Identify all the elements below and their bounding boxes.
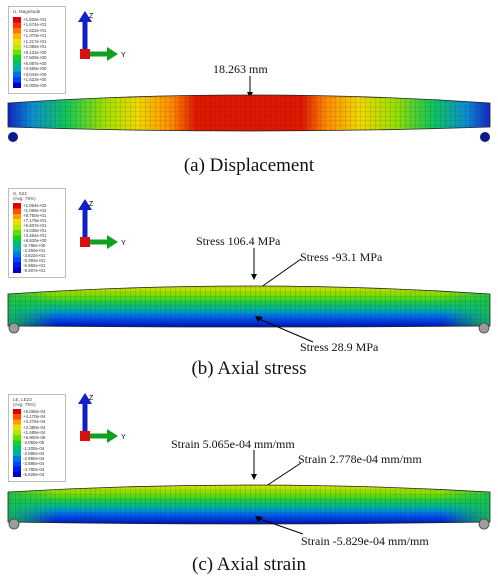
- legend-value: -6.965e+01: [23, 263, 46, 268]
- color-scale-bar: [13, 17, 21, 88]
- annotation-stress-bottom: Stress 28.9 MPa: [300, 340, 379, 354]
- legend-value: -5.829e-04: [23, 471, 45, 477]
- roller-support-icon: [480, 132, 490, 142]
- legend-value: +2.464e+01: [23, 233, 47, 238]
- legend-value: +6.087e+00: [23, 60, 47, 66]
- axis-z-label: Z: [89, 395, 94, 402]
- triad-axes-icon: Z Y: [78, 393, 126, 443]
- deformed-beam-stress: [7, 285, 491, 334]
- legend-value: -3.822e+01: [23, 253, 46, 258]
- legend-value: +8.930e+00: [23, 238, 47, 243]
- legend-stress: S, S22 (Avg: 75%) +1.064e+02 +1.066e+02 +8.…: [8, 188, 66, 278]
- axis-z-label: Z: [89, 13, 94, 20]
- color-scale-bar: [13, 409, 21, 477]
- legend-value: -5.393e+01: [23, 258, 46, 263]
- annotation-strain-bottom: Strain -5.829e-04 mm/mm: [301, 534, 429, 548]
- axis-y-label: Y: [121, 52, 126, 59]
- panel-displacement: U, Magnitude +1.826e+01 +1.674e+01 +1.522e…: [0, 0, 498, 190]
- legend-values: +1.064e+02 +1.066e+02 +8.750e+01 +7.179e+01…: [23, 203, 46, 273]
- caption-b: (b) Axial stress: [191, 358, 307, 379]
- deformed-beam-displacement: [7, 94, 491, 142]
- legend-value: +3.044e+00: [23, 71, 47, 77]
- annotation-stress-mid: Stress -93.1 MPa: [300, 250, 383, 264]
- legend-value: +4.170e-04: [23, 414, 46, 420]
- legend-strain: LE, LE22 (Avg: 75%) +5.065e-04 +4.170e-04 +…: [8, 394, 66, 482]
- legend-value: +1.065e+01: [23, 44, 47, 50]
- legend-value: +8.750e+01: [23, 213, 47, 218]
- annotation-max-displacement: 18.263 mm: [213, 62, 268, 76]
- axis-y-label: Y: [121, 434, 126, 441]
- legend-value: -6.786e+00: [23, 243, 46, 248]
- color-scale-bar: [13, 203, 21, 273]
- legend-displacement: U, Magnitude +1.826e+01 +1.674e+01 +1.522e…: [8, 6, 66, 94]
- legend-value: +1.826e+01: [23, 17, 47, 22]
- legend-value: -2.095e-04: [23, 450, 45, 456]
- axis-y-label: Y: [121, 240, 126, 247]
- legend-value: -4.780e-04: [23, 466, 45, 472]
- leader-arrow: [251, 450, 257, 480]
- leader-line-mid: [256, 258, 302, 291]
- legend-value: +1.674e+01: [23, 22, 47, 28]
- legend-value: +9.131e+00: [23, 49, 47, 55]
- triad-axes-icon: Z Y: [78, 11, 126, 61]
- legend-values: +1.826e+01 +1.674e+01 +1.522e+01 +1.370e+01…: [23, 17, 46, 88]
- legend-values: +5.065e-04 +4.170e-04 +3.275e-04 +2.380e-04…: [23, 409, 45, 477]
- legend-value: +0.000e+00: [23, 82, 47, 88]
- panel-axial-strain: LE, LE22 (Avg: 75%) +5.065e-04 +4.170e-04 +…: [0, 386, 498, 583]
- legend-value: -3.050e-05: [23, 440, 45, 446]
- annotation-stress-top: Stress 106.4 MPa: [196, 234, 281, 248]
- legend-value: +1.485e-04: [23, 429, 46, 435]
- axis-z-label: Z: [89, 201, 94, 208]
- legend-value: -1.200e-04: [23, 445, 45, 451]
- panel-axial-stress: S, S22 (Avg: 75%) +1.064e+02 +1.066e+02 +8.…: [0, 186, 498, 386]
- triad-axes-icon: Z Y: [78, 199, 126, 249]
- roller-support-icon: [478, 518, 490, 530]
- annotation-strain-top: Strain 5.065e-04 mm/mm: [171, 437, 295, 451]
- leader-arrow: [251, 248, 257, 280]
- annotation-strain-mid: Strain 2.778e-04 mm/mm: [298, 452, 422, 466]
- roller-support-icon: [8, 518, 20, 530]
- legend-title: S, S22 (Avg: 75%): [13, 191, 36, 201]
- legend-value: -3.885e-04: [23, 461, 45, 467]
- caption-c: (c) Axial strain: [192, 554, 306, 575]
- legend-value: +4.565e+00: [23, 66, 47, 72]
- roller-support-icon: [478, 322, 490, 334]
- legend-value: +2.380e-04: [23, 424, 46, 430]
- legend-value: -9.307e+01: [23, 268, 46, 273]
- legend-value: +1.370e+01: [23, 33, 47, 39]
- roller-support-icon: [8, 322, 20, 334]
- legend-value: +1.064e+02: [23, 203, 47, 208]
- legend-value: +1.217e+01: [23, 38, 47, 44]
- legend-title: U, Magnitude: [13, 9, 41, 14]
- legend-value: +7.609e+00: [23, 55, 47, 61]
- legend-value: +5.607e+01: [23, 223, 47, 228]
- legend-value: +5.900e-05: [23, 435, 46, 441]
- legend-value: +1.522e+00: [23, 77, 47, 83]
- legend-value: -2.990e-04: [23, 456, 45, 462]
- legend-value: +4.036e+01: [23, 228, 47, 233]
- deformed-beam-strain: [7, 484, 491, 530]
- legend-value: +3.275e-04: [23, 419, 46, 425]
- leader-line-bottom: [255, 316, 314, 343]
- roller-support-icon: [8, 132, 18, 142]
- legend-value: -2.250e+01: [23, 248, 46, 253]
- caption-a: (a) Displacement: [183, 155, 315, 176]
- legend-title: LE, LE22 (Avg: 75%): [13, 397, 36, 407]
- legend-value: +1.522e+01: [23, 27, 47, 33]
- legend-value: +5.065e-04: [23, 409, 46, 414]
- leader-line-bottom: [255, 516, 304, 535]
- legend-value: +7.179e+01: [23, 218, 47, 223]
- legend-value: +1.066e+02: [23, 208, 47, 213]
